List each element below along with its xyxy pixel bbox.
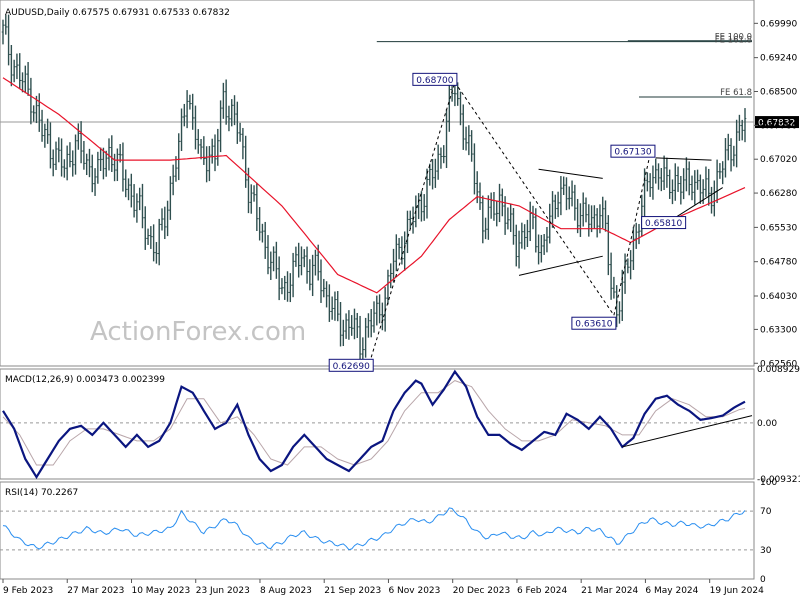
y-tick-label: 0.63300 <box>760 325 797 335</box>
rsi-tick-label: 30 <box>760 546 772 556</box>
rsi-tick-label: 0 <box>760 575 766 585</box>
triangle-upper-line <box>655 157 712 161</box>
rsi-panel-frame <box>0 481 755 580</box>
y-tick-label: 0.69990 <box>760 19 797 29</box>
x-tick-label: 8 Aug 2023 <box>260 586 312 596</box>
price-annotation-box <box>641 216 687 230</box>
x-tick-label: 27 Mar 2023 <box>67 586 124 596</box>
main-header: AUDUSD,Daily 0.67575 0.67931 0.67533 0.6… <box>5 8 230 18</box>
last-price-label: 0.67832 <box>758 119 795 129</box>
price-annotation-label: 0.63610 <box>575 320 612 330</box>
x-tick-label: 20 Dec 2023 <box>453 586 511 596</box>
price-annotation-box <box>571 316 617 330</box>
triangle-lower-line <box>518 255 603 276</box>
y-tick-label: 0.68500 <box>760 88 797 98</box>
price-annotation-box <box>328 358 374 372</box>
rsi-tick-label: 100 <box>760 478 777 488</box>
macd-tick-label: -0.009321 <box>757 475 800 485</box>
macd-line <box>2 369 746 480</box>
moving-average-line <box>2 77 746 294</box>
price-annotation-box <box>412 72 458 86</box>
macd-tick-label: 0.008929 <box>757 365 800 375</box>
macd-panel-frame <box>0 368 755 480</box>
y-tick-label: 0.66280 <box>760 189 797 199</box>
fe-level-label: FE 100.0 <box>715 33 752 43</box>
macd-signal-line <box>2 380 746 466</box>
fe-level-label: FE 161.8 <box>715 36 752 46</box>
watermark: ActionForex.com <box>90 317 306 347</box>
rsi-header: RSI(14) 70.2267 <box>5 488 78 498</box>
price-annotation-label: 0.68700 <box>416 76 453 86</box>
y-tick-label: 0.64780 <box>760 258 797 268</box>
y-tick-label: 0.67020 <box>760 155 797 165</box>
macd-trend-line <box>622 415 753 448</box>
main-panel-frame <box>0 0 755 367</box>
triangle-upper-line <box>538 168 603 179</box>
price-annotation-label: 0.65810 <box>645 219 682 229</box>
fe-level-label: FE 61.8 <box>720 88 752 98</box>
x-tick-label: 6 Feb 2024 <box>517 586 568 596</box>
x-tick-label: 21 Mar 2024 <box>581 586 638 596</box>
last-price-box <box>755 116 799 129</box>
x-tick-label: 21 Sep 2023 <box>324 586 381 596</box>
x-tick-label: 9 Feb 2023 <box>3 586 53 596</box>
price-annotation-label: 0.67130 <box>614 148 651 158</box>
rsi-tick-label: 70 <box>760 507 772 517</box>
x-tick-label: 10 May 2023 <box>131 586 190 596</box>
y-tick-label: 0.69240 <box>760 54 797 64</box>
y-tick-label: 0.65530 <box>760 223 797 233</box>
price-annotation-label: 0.62690 <box>333 362 370 372</box>
x-tick-label: 19 Jun 2024 <box>710 586 764 596</box>
y-tick-label: 0.64030 <box>760 292 797 302</box>
x-tick-label: 6 May 2024 <box>645 586 698 596</box>
wave-line <box>454 82 615 316</box>
y-tick-label: 0.67760 <box>760 121 797 131</box>
macd-tick-label: 0.00 <box>757 419 777 429</box>
macd-header: MACD(12,26,9) 0.003473 0.002399 <box>5 375 165 385</box>
y-tick-label: 0.62560 <box>760 359 797 369</box>
x-tick-label: 6 Nov 2023 <box>388 586 440 596</box>
rsi-line <box>2 507 746 551</box>
x-tick-label: 23 Jun 2023 <box>196 586 250 596</box>
price-annotation-box <box>610 144 656 158</box>
